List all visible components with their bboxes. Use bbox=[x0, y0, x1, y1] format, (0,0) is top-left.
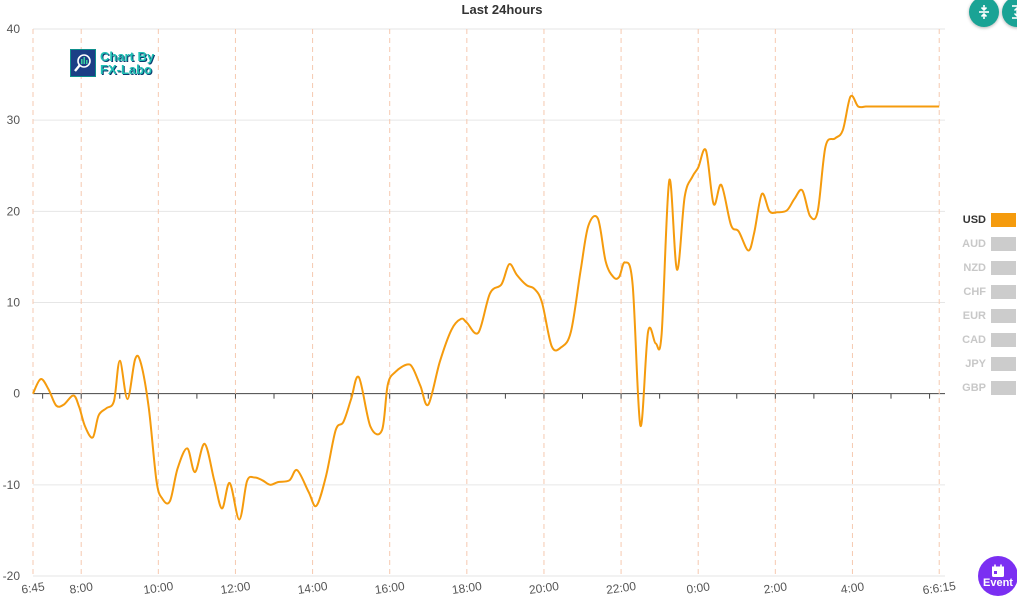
x-tick-label: 6:6:15 bbox=[922, 579, 957, 598]
x-tick-label: 0:00 bbox=[686, 579, 711, 596]
x-tick-label: 14:00 bbox=[297, 579, 329, 597]
y-tick-label: -10 bbox=[3, 478, 21, 492]
legend-label: CAD bbox=[962, 334, 986, 346]
expand-vertical-icon bbox=[1012, 5, 1017, 19]
y-tick-label: 0 bbox=[13, 387, 20, 401]
legend-swatch bbox=[991, 333, 1016, 347]
y-tick-label: 10 bbox=[7, 296, 21, 310]
event-label: Event bbox=[983, 576, 1013, 589]
x-tick-label: 10:00 bbox=[142, 579, 174, 597]
legend-label: JPY bbox=[965, 358, 986, 370]
compress-vertical-button[interactable] bbox=[969, 0, 999, 27]
legend-swatch bbox=[991, 213, 1016, 227]
expand-vertical-button[interactable] bbox=[1002, 0, 1017, 27]
x-tick-label: 12:00 bbox=[220, 579, 252, 597]
legend-label: CHF bbox=[963, 286, 986, 298]
y-tick-label: 20 bbox=[7, 204, 21, 218]
x-tick-label: 20:00 bbox=[528, 579, 560, 597]
legend-item-eur[interactable]: EUR bbox=[950, 304, 1016, 328]
x-tick-label: 4:00 bbox=[840, 579, 865, 596]
x-tick-label: 16:00 bbox=[374, 579, 406, 597]
legend-item-nzd[interactable]: NZD bbox=[950, 256, 1016, 280]
legend-label: NZD bbox=[963, 262, 986, 274]
legend-label: EUR bbox=[962, 310, 986, 322]
logo-line-1: Chart By bbox=[100, 49, 155, 64]
legend-item-usd[interactable]: USD bbox=[950, 208, 1016, 232]
chart-title: Last 24hours bbox=[462, 2, 543, 17]
y-axis: -20 -10 0 10 20 30 40 bbox=[3, 22, 21, 583]
legend-label: USD bbox=[962, 214, 986, 226]
x-tick-label: 22:00 bbox=[605, 579, 637, 597]
legend-swatch bbox=[991, 285, 1016, 299]
watermark-logo: Chart By FX-Labo bbox=[70, 49, 154, 77]
y-tick-label: 30 bbox=[7, 113, 21, 127]
x-tick-label: 8:00 bbox=[69, 579, 94, 596]
series-line-usd bbox=[32, 94, 940, 521]
logo-text: Chart By FX-Labo bbox=[100, 50, 154, 76]
legend-swatch bbox=[991, 381, 1016, 395]
legend-swatch bbox=[991, 309, 1016, 323]
legend-swatch bbox=[991, 261, 1016, 275]
legend-item-gbp[interactable]: GBP bbox=[950, 376, 1016, 400]
legend-label: GBP bbox=[962, 382, 986, 394]
legend: USD AUD NZD CHF EUR CAD JPY GBP bbox=[950, 208, 1016, 400]
calendar-icon bbox=[992, 564, 1004, 577]
legend-item-chf[interactable]: CHF bbox=[950, 280, 1016, 304]
legend-swatch bbox=[991, 237, 1016, 251]
x-axis: 6:45 8:00 10:00 12:00 14:00 16:00 18:00 20:00 22… bbox=[20, 579, 957, 598]
grid bbox=[32, 28, 945, 577]
event-button[interactable]: Event bbox=[978, 556, 1017, 596]
y-tick-label: 40 bbox=[7, 22, 21, 36]
x-tick-label: 6:45 bbox=[20, 579, 45, 596]
legend-label: AUD bbox=[962, 238, 986, 250]
y-tick-label: -20 bbox=[3, 569, 21, 583]
legend-swatch bbox=[991, 357, 1016, 371]
x-tick-label: 2:00 bbox=[763, 579, 788, 596]
logo-line-2: FX-Labo bbox=[100, 62, 152, 77]
legend-item-cad[interactable]: CAD bbox=[950, 328, 1016, 352]
legend-item-jpy[interactable]: JPY bbox=[950, 352, 1016, 376]
chart-logo-icon bbox=[70, 49, 96, 77]
compress-vertical-icon bbox=[979, 5, 989, 19]
legend-item-aud[interactable]: AUD bbox=[950, 232, 1016, 256]
x-tick-label: 18:00 bbox=[451, 579, 483, 597]
